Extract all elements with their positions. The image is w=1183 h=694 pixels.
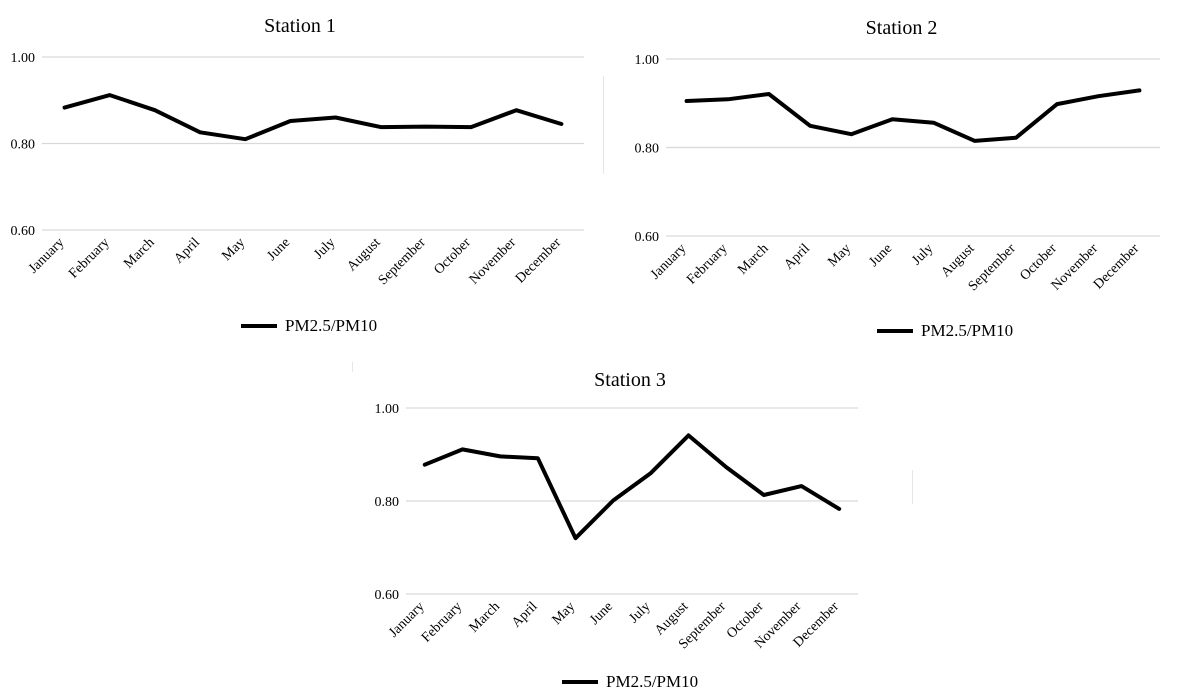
data-point <box>1096 94 1100 98</box>
data-point <box>890 117 894 121</box>
x-tick-label: January <box>648 241 689 282</box>
data-point <box>536 456 540 460</box>
data-point <box>498 454 502 458</box>
data-point <box>762 493 766 497</box>
legend-swatch <box>562 680 598 684</box>
y-tick-label: 0.80 <box>11 138 36 153</box>
x-tick-label: April <box>781 241 813 273</box>
y-tick-label: 0.80 <box>635 142 660 157</box>
x-tick-label: February <box>66 235 112 281</box>
data-point <box>686 433 691 437</box>
chart-panel-station-1: Station 1 0.60 0.80 1.00 January February Mar… <box>0 0 600 352</box>
data-point <box>469 125 473 129</box>
x-tick-label: May <box>825 241 854 270</box>
x-tick-label: July <box>627 599 654 626</box>
y-tick-label: 1.00 <box>375 402 400 417</box>
data-point <box>63 106 67 110</box>
legend-swatch <box>877 329 913 333</box>
data-point <box>611 498 615 503</box>
y-tick-label: 0.60 <box>11 224 36 239</box>
chart-title: Station 1 <box>264 15 336 37</box>
data-point <box>334 115 338 120</box>
data-point <box>808 124 812 128</box>
data-point <box>767 92 771 96</box>
x-tick-label: July <box>311 235 338 262</box>
data-point <box>153 108 157 112</box>
x-tick-label: March <box>735 241 771 277</box>
legend-label: PM2.5/PM10 <box>921 321 1014 340</box>
x-tick-label: March <box>121 235 157 271</box>
legend-swatch <box>241 324 277 328</box>
panel-border-artifact <box>352 362 353 372</box>
y-tick-label: 1.00 <box>11 51 36 66</box>
data-point <box>288 119 292 123</box>
legend: PM2.5/PM10 <box>562 672 698 692</box>
data-point <box>649 471 653 475</box>
x-tick-label: October <box>431 235 474 278</box>
chart-panel-station-3: Station 3 0.60 0.80 1.00 January February Mar… <box>350 360 910 694</box>
data-point <box>514 108 518 112</box>
y-tick-label: 1.00 <box>635 53 660 68</box>
data-point <box>108 93 112 97</box>
data-point <box>424 125 428 129</box>
data-point <box>799 484 804 488</box>
y-tick-label: 0.80 <box>375 495 400 510</box>
y-tick-label: 0.60 <box>635 230 660 245</box>
x-tick-label: February <box>419 599 465 645</box>
panel-border-artifact <box>912 470 913 504</box>
series-line <box>684 88 1142 143</box>
legend-label: PM2.5/PM10 <box>606 672 699 691</box>
x-tick-label: January <box>26 235 67 276</box>
x-tick-label: November <box>467 235 520 288</box>
data-point <box>726 97 730 101</box>
data-point <box>460 447 465 451</box>
x-tick-label: August <box>938 241 977 280</box>
x-tick-label: December <box>1091 241 1143 293</box>
data-point <box>559 122 564 126</box>
x-tick-label: May <box>219 235 248 264</box>
data-point <box>198 130 202 134</box>
chart-title: Station 3 <box>594 369 666 391</box>
chart-panel-station-2: Station 2 0.60 0.80 1.00 January February Mar… <box>620 0 1183 360</box>
data-point <box>849 132 853 136</box>
x-tick-label: June <box>866 241 895 270</box>
data-point <box>932 121 936 125</box>
data-point <box>1137 88 1141 92</box>
legend: PM2.5/PM10 <box>877 321 1013 341</box>
legend: PM2.5/PM10 <box>241 316 377 336</box>
x-tick-label: December <box>513 235 565 287</box>
data-point <box>573 536 578 540</box>
x-tick-label: June <box>587 599 616 628</box>
chart-title: Station 2 <box>865 17 938 39</box>
data-point <box>379 125 383 129</box>
series-line <box>422 433 842 541</box>
x-tick-label: February <box>684 241 730 287</box>
data-point <box>685 99 689 103</box>
x-tick-label: May <box>550 599 579 628</box>
data-point <box>724 465 728 469</box>
x-tick-label: September <box>376 235 429 288</box>
data-point <box>1014 136 1018 140</box>
x-tick-label: August <box>344 235 383 274</box>
data-point <box>243 137 247 141</box>
x-tick-label: April <box>171 235 203 267</box>
data-point <box>423 463 427 467</box>
data-point <box>973 139 977 143</box>
series-line <box>62 93 564 142</box>
y-tick-label: 0.60 <box>375 588 400 603</box>
data-point <box>1055 102 1059 106</box>
x-tick-label: June <box>264 235 293 264</box>
panel-border-artifact <box>603 76 604 174</box>
x-tick-label: March <box>467 599 503 635</box>
legend-label: PM2.5/PM10 <box>285 316 378 335</box>
x-tick-label: July <box>909 241 936 268</box>
x-tick-label: April <box>509 599 541 631</box>
data-point <box>837 507 841 511</box>
